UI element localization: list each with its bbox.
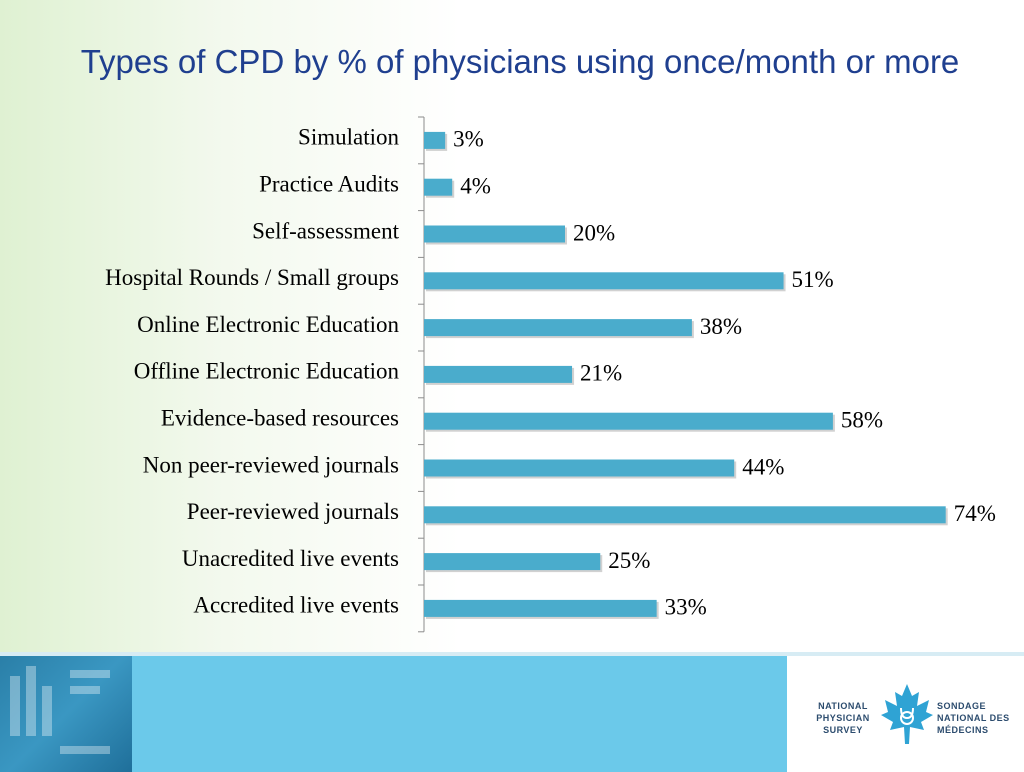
bar [424,506,946,524]
decorative-chart-graphic [0,656,132,772]
bar [424,599,657,617]
bar-chart: Simulation 3% Practice Audits 4% Self-assess… [105,116,996,633]
logo-right-line: MÉDECINS [937,725,989,735]
bar [424,178,453,196]
logo-right-line: SONDAGE [937,701,987,711]
category-label: Non peer-reviewed journals [143,452,399,477]
value-label: 58% [841,407,883,432]
value-label: 4% [460,173,491,198]
category-label: Accredited live events [193,593,399,618]
logo-left-line: PHYSICIAN [816,713,870,723]
value-label: 74% [954,501,996,526]
survey-logo: NATIONAL PHYSICIAN SURVEY SONDAGE NATION… [787,656,1024,772]
category-label: Practice Audits [259,171,399,196]
value-label: 25% [608,548,650,573]
category-label: Evidence-based resources [161,405,399,430]
bar [424,319,692,337]
category-label: Self-assessment [252,218,400,243]
footer-banner: NATIONAL PHYSICIAN SURVEY SONDAGE NATION… [0,652,1024,772]
bar [424,553,601,571]
bar [424,459,735,477]
value-label: 3% [453,127,484,152]
bar [424,365,573,383]
value-label: 44% [742,454,784,479]
bar [424,131,446,149]
value-label: 51% [792,267,834,292]
value-label: 20% [573,220,615,245]
value-label: 21% [580,361,622,386]
category-label: Unacredited live events [182,546,399,571]
logo-right-line: NATIONAL DES [937,713,1010,723]
bar [424,272,784,290]
category-label: Online Electronic Education [137,312,399,337]
chart-title: Types of CPD by % of physicians using on… [80,43,960,80]
maple-leaf-icon [881,684,933,744]
footer-color-band [132,656,787,772]
value-label: 38% [700,314,742,339]
category-label: Peer-reviewed journals [187,499,399,524]
bar [424,412,833,430]
category-label: Hospital Rounds / Small groups [105,265,399,290]
category-label: Offline Electronic Education [134,359,400,384]
bar [424,225,565,243]
category-label: Simulation [298,125,399,150]
logo-left-line: NATIONAL [818,701,868,711]
value-label: 33% [665,595,707,620]
logo-left-line: SURVEY [823,725,863,735]
